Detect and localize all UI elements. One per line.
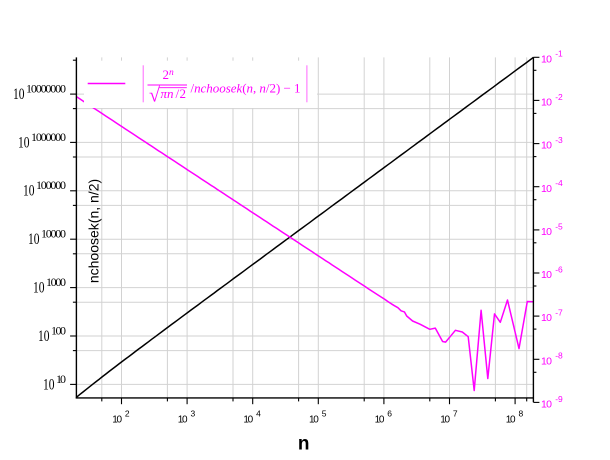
svg-text:-5: -5 [555, 221, 563, 231]
svg-text:-4: -4 [555, 178, 563, 188]
svg-text:√: √ [149, 85, 160, 107]
svg-text:-9: -9 [555, 394, 563, 404]
svg-text:/2: /2 [176, 86, 187, 101]
svg-text:-2: -2 [555, 92, 563, 102]
svg-text:10: 10 [243, 414, 253, 425]
svg-text:10000: 10000 [41, 227, 66, 241]
svg-text:8: 8 [519, 408, 524, 418]
svg-text:10: 10 [541, 140, 552, 152]
svg-text:10: 10 [178, 414, 188, 425]
svg-text:πn: πn [161, 86, 174, 101]
svg-text:5: 5 [322, 408, 327, 418]
svg-text:10: 10 [541, 97, 552, 109]
svg-text:10: 10 [375, 414, 385, 425]
svg-text:4: 4 [256, 408, 261, 418]
svg-text:10: 10 [541, 53, 552, 65]
svg-text:-7: -7 [555, 308, 563, 318]
svg-text:10: 10 [56, 372, 66, 386]
svg-text:10: 10 [541, 183, 552, 195]
svg-text:3: 3 [191, 408, 196, 418]
svg-text:10: 10 [506, 414, 516, 425]
svg-text:nchoosek(n, n/2): nchoosek(n, n/2) [85, 179, 101, 283]
svg-text:10: 10 [541, 312, 552, 324]
svg-text:10: 10 [541, 226, 552, 238]
svg-text:2n: 2n [163, 67, 175, 82]
svg-text:10: 10 [440, 414, 450, 425]
svg-text:10: 10 [23, 183, 35, 200]
svg-text:-6: -6 [555, 264, 563, 274]
svg-text:10: 10 [28, 231, 40, 248]
svg-text:-3: -3 [555, 135, 563, 145]
svg-text:100000: 100000 [36, 178, 66, 192]
svg-text:10: 10 [309, 414, 319, 425]
svg-text:-1: -1 [555, 49, 563, 59]
svg-text:10: 10 [33, 280, 45, 297]
svg-text:2: 2 [125, 408, 130, 418]
svg-text:6: 6 [387, 408, 392, 418]
svg-text:1000000: 1000000 [31, 130, 66, 144]
svg-text:/nchoosek(n, n/2) − 1: /nchoosek(n, n/2) − 1 [191, 81, 301, 96]
svg-text:10: 10 [541, 355, 552, 367]
svg-text:10: 10 [18, 135, 30, 152]
svg-text:7: 7 [453, 408, 458, 418]
svg-text:1000: 1000 [46, 275, 66, 289]
svg-text:10000000: 10000000 [26, 82, 66, 96]
svg-text:10: 10 [541, 399, 552, 411]
svg-text:100: 100 [51, 323, 66, 337]
svg-text:-8: -8 [555, 351, 563, 361]
svg-text:10: 10 [112, 414, 122, 425]
svg-text:10: 10 [13, 86, 25, 103]
svg-text:10: 10 [43, 377, 55, 394]
svg-text:10: 10 [38, 328, 50, 345]
svg-text:10: 10 [541, 269, 552, 281]
svg-text:n: n [298, 434, 310, 455]
